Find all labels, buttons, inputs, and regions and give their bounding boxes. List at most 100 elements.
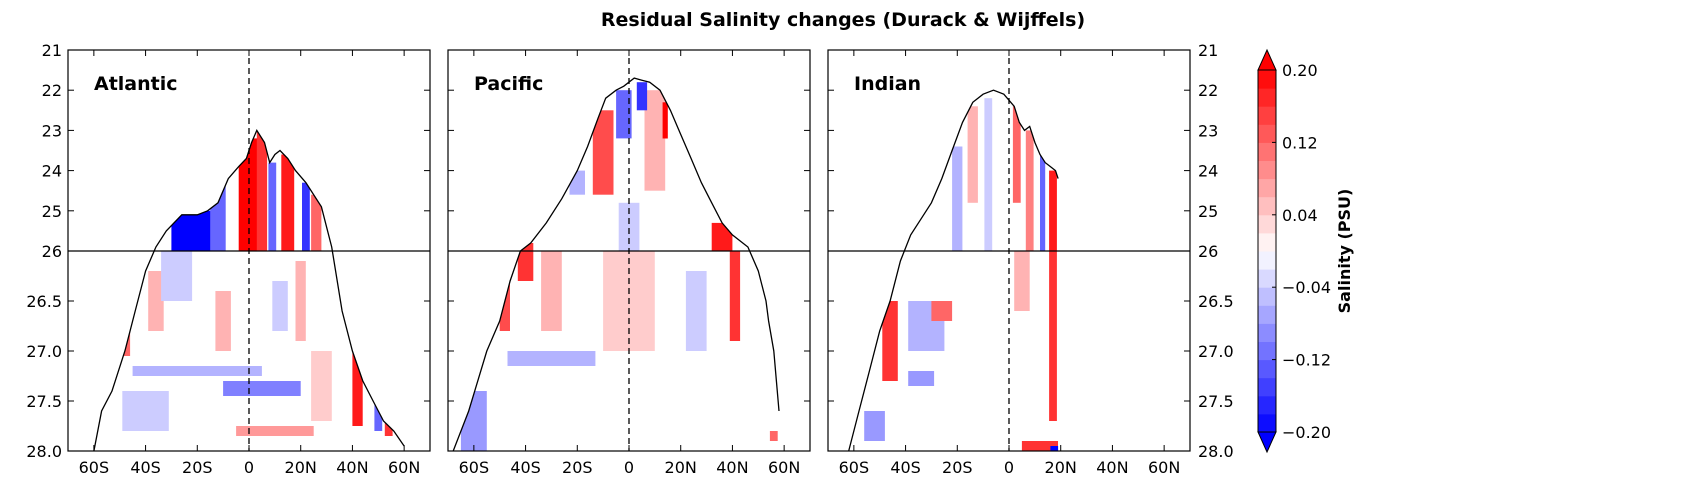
y-tick-label-right: 21 [1198,41,1218,60]
anomaly-patch [882,301,898,381]
anomaly-patch [685,271,707,351]
anomaly-patch [268,162,277,251]
anomaly-patch [384,401,393,436]
colorbar-segment [1258,359,1276,379]
colorbar: 0.20 0.12 0.04 −0.04 −0.12 −0.20 Salinity (PSU… [1257,48,1354,454]
anomaly-patch [984,98,993,251]
y-tick-label-right: 28.0 [1198,442,1234,461]
y-tick-label-left: 23 [42,121,62,140]
anomaly-patch [295,261,306,341]
x-tick-label: 40N [716,458,748,477]
anomaly-patch [592,110,614,195]
anomaly-patch [1040,154,1046,251]
anomaly-patch [644,90,666,191]
x-tick-label: 20S [182,458,213,477]
anomaly-patch [499,281,510,331]
y-tick-label-right: 25 [1198,202,1218,221]
x-tick-label: 60N [768,458,800,477]
panel-pacific: Pacific 60S 40S 20S 0 20N 40N 60N [447,49,811,477]
anomaly-patch [908,371,935,386]
x-tick-label: 40S [130,458,161,477]
y-tick-label-left: 21 [42,41,62,60]
anomaly-patch [616,90,632,139]
colorbar-tick-label: 0.20 [1282,61,1318,80]
y-tick-label-left: 27.5 [26,392,62,411]
anomaly-patch [215,291,231,351]
x-tick-label: 60N [388,458,420,477]
anomaly-patch [109,321,131,356]
y-tick-label-right: 26 [1198,242,1218,261]
panels-group: Atlantic 60S 40S 20S 0 20N 40N 60N Pacific 60S 40S… [67,49,1191,477]
x-tick-label: 40N [336,458,368,477]
colorbar-segment [1258,323,1276,342]
y-tick-label-right: 24 [1198,162,1218,181]
panel-label-atlantic: Atlantic [94,73,178,95]
colorbar-segment [1258,124,1276,143]
outcrop-line [93,129,405,452]
anomaly-patch [132,366,262,376]
anomaly-patch [161,251,193,301]
anomaly-patch [1050,446,1059,451]
y-tick-label-right: 22 [1198,81,1218,100]
anomaly-patches-pacific [460,82,778,451]
anomaly-patch [352,351,363,426]
colorbar-segment [1258,196,1276,216]
anomaly-patch [1049,251,1057,421]
anomaly-patch [272,281,288,331]
x-tick-label: 0 [1004,458,1014,477]
panel-indian: Indian 60S 40S 20S 0 20N 40N 60N [827,49,1191,477]
colorbar-segment [1258,160,1276,180]
colorbar-segment [1258,341,1276,361]
anomaly-patch [1012,106,1021,203]
colorbar-segment [1258,395,1276,415]
anomaly-patch [171,210,213,251]
anomaly-patch [1021,441,1059,451]
x-tick-label: 60S [839,458,870,477]
anomaly-patch [122,391,169,431]
panel-atlantic: Atlantic 60S 40S 20S 0 20N 40N 60N [67,49,431,477]
anomaly-patch [711,222,733,251]
colorbar-segment [1258,305,1276,324]
x-tick-label: 0 [624,458,634,477]
y-tick-label-right: 26.5 [1198,292,1234,311]
colorbar-tick-label: −0.12 [1282,351,1331,370]
outcrop-line [452,77,780,452]
y-tick-label-left: 26 [42,242,62,261]
colorbar-frame [1257,69,1277,433]
anomaly-patch [238,138,260,251]
anomaly-patch [517,243,534,281]
panel-label-pacific: Pacific [474,73,543,95]
colorbar-tick-label: 0.12 [1282,133,1318,152]
anomaly-patch [729,251,741,341]
colorbar-tick-label: −0.04 [1282,278,1331,297]
anomaly-patch [236,426,314,436]
x-tick-label: 20N [285,458,317,477]
colorbar-extend-low [1257,431,1277,454]
colorbar-segment [1258,232,1276,252]
colorbar-segment [1258,178,1276,198]
colorbar-tick-label: 0.04 [1282,206,1318,225]
outcrop-line [848,89,1059,452]
anomaly-patch [1049,170,1057,251]
x-tick-label: 60N [1148,458,1180,477]
anomaly-patch [931,301,953,321]
anomaly-patch [302,182,310,251]
anomaly-patch [311,351,332,421]
anomaly-patch [311,194,322,251]
colorbar-segment [1258,70,1276,89]
anomaly-patch [618,202,640,251]
anomaly-patch [281,154,295,251]
colorbar-extend-high [1257,48,1277,71]
y-tick-label-right: 23 [1198,121,1218,140]
y-tick-label-left: 28.0 [26,442,62,461]
anomaly-patch [967,106,978,203]
anomaly-patch [223,381,301,396]
x-tick-label: 60S [79,458,110,477]
colorbar-segment [1258,106,1276,125]
colorbar-segment [1258,88,1276,107]
colorbar-segment [1258,251,1276,270]
anomaly-patch [662,102,668,139]
anomaly-patch [769,431,778,441]
anomaly-patch [1025,130,1034,251]
